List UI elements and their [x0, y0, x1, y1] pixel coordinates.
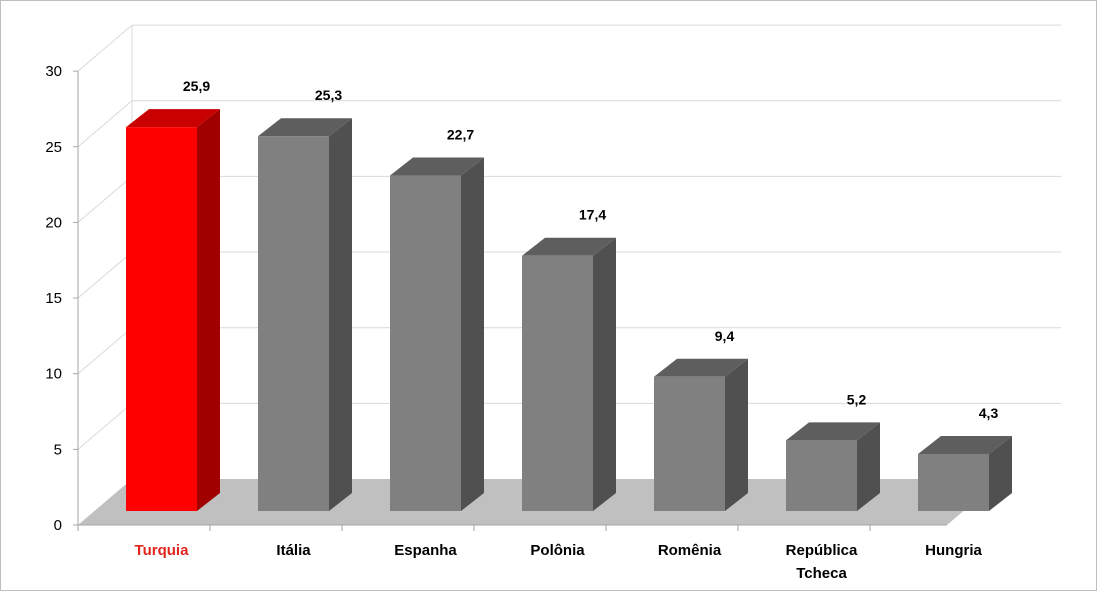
bar-top-face	[390, 157, 484, 176]
data-label: 5,2	[847, 391, 867, 407]
category-label: Hungria	[925, 542, 982, 559]
bar-front-face	[918, 453, 989, 511]
bar-top-face	[918, 435, 1012, 454]
labels-layer: 25,9 Turquia 25,3 Itália 22,7 Espanha 17,4 Polô…	[135, 78, 999, 582]
bar-top-face	[126, 109, 220, 128]
category-label: República	[786, 542, 858, 559]
bar-5	[654, 358, 748, 511]
bar-front-face	[522, 255, 593, 511]
category-label: Romênia	[658, 542, 722, 559]
bar-3	[390, 157, 484, 511]
category-label: Espanha	[394, 542, 457, 559]
bar-front-face	[126, 127, 197, 512]
bar-front-face	[786, 440, 857, 511]
bar-side-face	[857, 422, 880, 511]
bar-top-face	[654, 358, 748, 377]
category-label: Polônia	[530, 542, 585, 559]
y-tick-label: 10	[45, 366, 62, 383]
data-label: 4,3	[979, 405, 999, 421]
gridline-diagonal	[77, 176, 133, 223]
category-label: Itália	[276, 542, 311, 559]
gridline-diagonal	[77, 251, 133, 299]
data-label: 17,4	[579, 207, 606, 223]
bar-side-face	[989, 435, 1012, 511]
bar-side-face	[329, 118, 352, 511]
gridline-diagonal	[77, 327, 133, 375]
bar-4	[522, 237, 616, 511]
y-tick-label: 15	[45, 290, 62, 307]
data-label: 25,3	[315, 87, 342, 103]
axis-layer: 0 5 10 15 20 25 30	[45, 63, 947, 534]
bar-side-face	[725, 358, 748, 511]
category-label: Turquia	[135, 542, 190, 559]
bar-front-face	[390, 175, 461, 511]
bar-side-face	[197, 109, 220, 512]
bar-top-face	[522, 237, 616, 256]
data-label: 22,7	[447, 127, 474, 143]
bar-7	[918, 435, 1012, 511]
data-label: 9,4	[715, 328, 735, 344]
bar-top-face	[258, 118, 352, 137]
gridline-diagonal	[77, 402, 133, 450]
bar-side-face	[461, 157, 484, 511]
data-label: 25,9	[183, 78, 210, 94]
bar-front-face	[654, 376, 725, 511]
gridline-diagonal	[77, 24, 133, 72]
bar-2	[258, 118, 352, 511]
bar-front-face	[258, 136, 329, 511]
y-tick-label: 5	[54, 441, 62, 458]
y-tick-label: 30	[45, 63, 62, 80]
bar-1	[126, 109, 220, 512]
bar-side-face	[593, 237, 616, 511]
y-tick-label: 25	[45, 139, 62, 156]
bar-6	[786, 422, 880, 511]
category-label: Tcheca	[796, 565, 847, 582]
bars-layer	[126, 109, 1012, 512]
bar-top-face	[786, 422, 880, 441]
gridline-diagonal	[77, 100, 133, 148]
y-tick-label: 0	[54, 517, 62, 534]
y-tick-label: 20	[45, 214, 62, 231]
